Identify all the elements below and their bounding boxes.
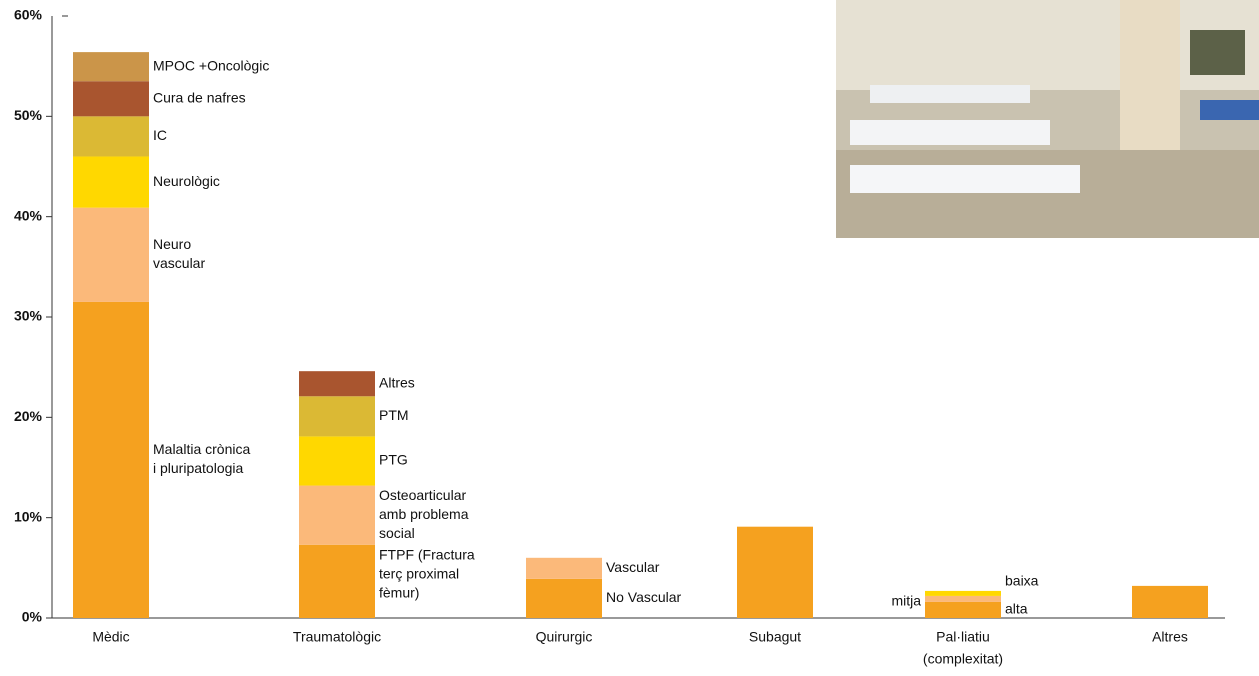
x-tick-label: Altres (1152, 629, 1188, 645)
bar-segment (73, 156, 149, 208)
segment-label: i pluripatologia (153, 460, 243, 476)
segment-label: PTM (379, 407, 409, 423)
x-tick-label: Pal·liatiu (936, 629, 990, 645)
bar-segment (73, 81, 149, 117)
bar-segment (526, 557, 602, 579)
bar-segment (737, 526, 813, 618)
segment-label: Neuro (153, 236, 191, 252)
x-tick-label: Quirurgic (536, 629, 593, 645)
segment-label: Malaltia crònica (153, 441, 250, 457)
bar-segment (299, 485, 375, 545)
segment-label: PTG (379, 452, 408, 468)
segment-label: terç proximal (379, 566, 459, 582)
x-tick-label: Subagut (749, 629, 801, 645)
segment-label: MPOC +Oncològic (153, 57, 269, 73)
y-tick-label: 10% (14, 508, 43, 524)
segment-label: mitja (891, 593, 921, 609)
segment-label: amb problema (379, 506, 469, 522)
y-tick-label: 30% (14, 308, 43, 324)
segment-label: fèmur) (379, 585, 419, 601)
y-tick-label: 20% (14, 408, 43, 424)
bar-segment (526, 578, 602, 618)
x-tick-label: Traumatològic (293, 629, 381, 645)
bar-segment (925, 601, 1001, 618)
bar-segment (73, 52, 149, 82)
y-tick-label: 60% (14, 7, 43, 23)
bar-segment (73, 301, 149, 618)
segment-label: Osteoarticular (379, 487, 466, 503)
segment-label: Neurològic (153, 173, 220, 189)
segment-label: IC (153, 127, 167, 143)
segment-label: Vascular (606, 559, 660, 575)
segment-label: vascular (153, 255, 205, 271)
bar-segment (925, 590, 1001, 596)
segment-label: alta (1005, 601, 1028, 617)
bar-segment (1132, 585, 1208, 618)
bar-segment (299, 396, 375, 437)
segment-label: Altres (379, 374, 415, 390)
x-tick-label: Mèdic (92, 629, 129, 645)
bar-segment (299, 436, 375, 486)
bar-segment (73, 116, 149, 157)
y-tick-label: 40% (14, 207, 43, 223)
segment-label: No Vascular (606, 589, 682, 605)
x-tick-label: (complexitat) (923, 651, 1003, 667)
bar-segment (299, 544, 375, 618)
segment-label: baixa (1005, 573, 1039, 589)
segment-label: FTPF (Fractura (379, 547, 475, 563)
segment-label: social (379, 525, 415, 541)
photo (836, 0, 1259, 238)
y-tick-label: 0% (22, 609, 43, 625)
y-tick-label: 50% (14, 107, 43, 123)
bar-segment (925, 595, 1001, 602)
bar-segment (73, 207, 149, 302)
segment-label: Cura de nafres (153, 89, 246, 105)
bar-segment (299, 371, 375, 397)
